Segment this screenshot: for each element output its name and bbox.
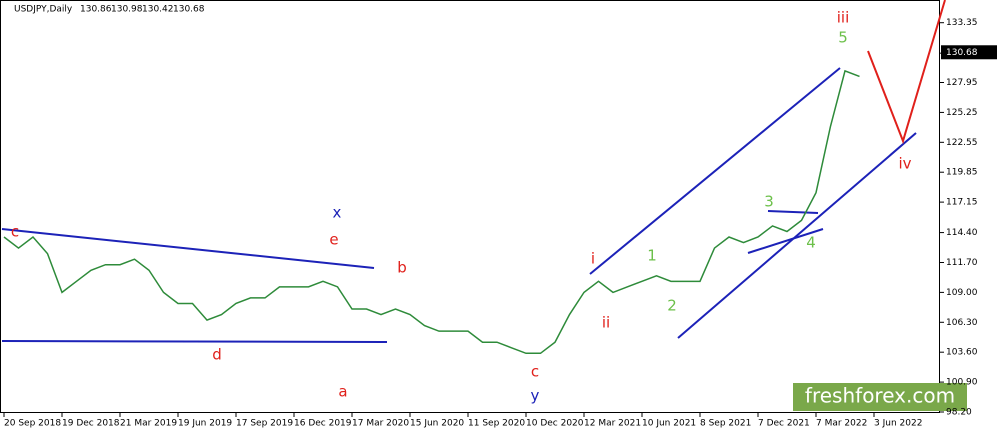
x-tick-label: 10 Jun 2021: [642, 419, 696, 429]
x-tick-label: 19 Jun 2019: [178, 419, 232, 429]
wave-label: e: [329, 231, 338, 249]
x-tick-label: 3 Jun 2022: [874, 419, 922, 429]
x-tick-label: 17 Sep 2019: [236, 419, 293, 429]
last-price: 130.68: [946, 48, 978, 58]
wave-label: c: [11, 223, 19, 241]
wave-label: a: [338, 383, 347, 401]
wave-label: 2: [667, 297, 677, 315]
y-tick-label: 133.35: [946, 18, 978, 28]
ohlc-value: 130.68: [173, 5, 205, 15]
trend-line: [767, 210, 819, 214]
ohlc-values: 130.86 130.98 130.42 130.68: [80, 5, 205, 15]
wave-label: iii: [837, 9, 850, 27]
wave-label: 1: [647, 247, 657, 265]
x-tick-label: 10 Dec 2020: [526, 419, 584, 429]
wave-label: 4: [806, 234, 816, 252]
plot-frame: [0, 0, 940, 413]
wave-label: y: [531, 387, 540, 405]
x-tick-label: 15 Jun 2020: [410, 419, 464, 429]
y-tick-label: 103.60: [946, 348, 978, 358]
wave-label: ii: [602, 314, 610, 332]
ohlc-value: 130.42: [142, 5, 174, 15]
price-line: [3, 69, 860, 355]
y-tick-label: 122.55: [946, 138, 978, 148]
x-tick-label: 12 Mar 2021: [584, 419, 641, 429]
wave-label: b: [397, 259, 407, 277]
trend-line: [1, 340, 388, 343]
x-tick-label: 8 Sep 2021: [700, 419, 751, 429]
y-tick-label: 111.70: [946, 258, 978, 268]
wave-label: c: [531, 363, 539, 381]
y-tick-label: 127.95: [946, 78, 978, 88]
y-tick-label: 125.25: [946, 108, 978, 118]
wave-label: 3: [764, 193, 774, 211]
wave-label: i: [591, 250, 595, 268]
trend-line: [747, 228, 824, 254]
y-tick-label: 117.15: [946, 198, 978, 208]
x-tick-label: 7 Dec 2021: [758, 419, 810, 429]
wave-label: iv: [898, 155, 911, 173]
trend-line: [589, 67, 841, 275]
x-tick-label: 19 Dec 2018: [62, 419, 120, 429]
y-tick-label: 119.85: [946, 168, 978, 178]
x-tick-label: 20 Sep 2018: [4, 419, 61, 429]
y-tick-label: 114.40: [946, 228, 978, 238]
y-tick-label: 98.20: [946, 408, 972, 418]
symbol: USDJPY,Daily: [14, 5, 73, 15]
trend-line: [1, 228, 375, 269]
wave-label: 5: [838, 29, 848, 47]
x-tick-label: 11 Sep 2020: [468, 419, 525, 429]
ohlc-value: 130.98: [111, 5, 143, 15]
x-tick-label: 17 Mar 2020: [352, 419, 409, 429]
watermark: freshforex.com: [805, 384, 955, 408]
y-tick-label: 100.90: [946, 378, 978, 388]
watermark-box: [793, 383, 967, 411]
x-tick-label: 21 Mar 2019: [120, 419, 177, 429]
y-tick-label: 106.30: [946, 318, 978, 328]
projection: [867, 0, 946, 145]
last-price-box: [941, 45, 997, 60]
wave-label: x: [333, 204, 342, 222]
ohlc-value: 130.86: [80, 5, 112, 15]
x-tick-label: 7 Mar 2022: [816, 419, 867, 429]
x-tick-label: 16 Dec 2019: [294, 419, 352, 429]
y-tick-label: 109.00: [946, 288, 978, 298]
wave-label: d: [212, 346, 222, 364]
trend-lines: [1, 67, 917, 343]
trend-line: [677, 132, 917, 339]
